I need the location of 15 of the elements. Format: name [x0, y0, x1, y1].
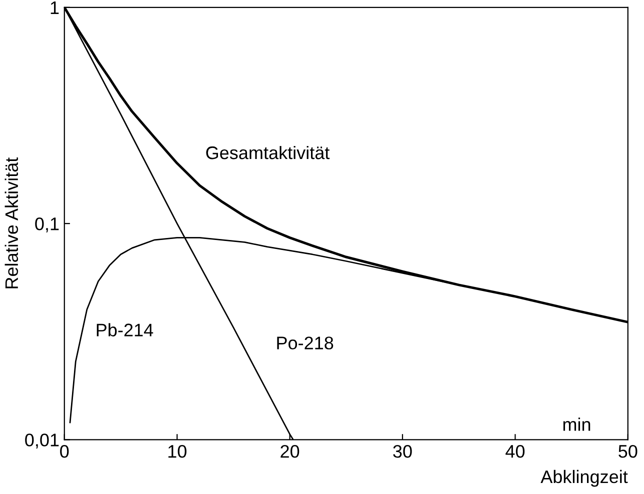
x-tick-label: 30 [393, 445, 412, 458]
annotation: min [563, 418, 590, 431]
y-tick-label: 0,01 [25, 434, 59, 449]
series-label: Pb-214 [96, 323, 154, 336]
x-tick-label: 40 [506, 445, 525, 458]
x-tick-label: 50 [618, 445, 638, 458]
y-tick-label: 1 [50, 2, 59, 14]
series-label: Gesamtaktivität [206, 146, 330, 160]
y-axis-title: Relative Aktivität [4, 157, 18, 288]
x-axis-title: Abklingzeit [540, 470, 628, 487]
x-tick-label: 0 [60, 445, 69, 458]
x-tick-label: 10 [168, 445, 186, 458]
x-tick-label: 20 [280, 445, 300, 458]
series-label: Po-218 [277, 336, 334, 350]
y-tick-label: 0,1 [35, 217, 59, 232]
